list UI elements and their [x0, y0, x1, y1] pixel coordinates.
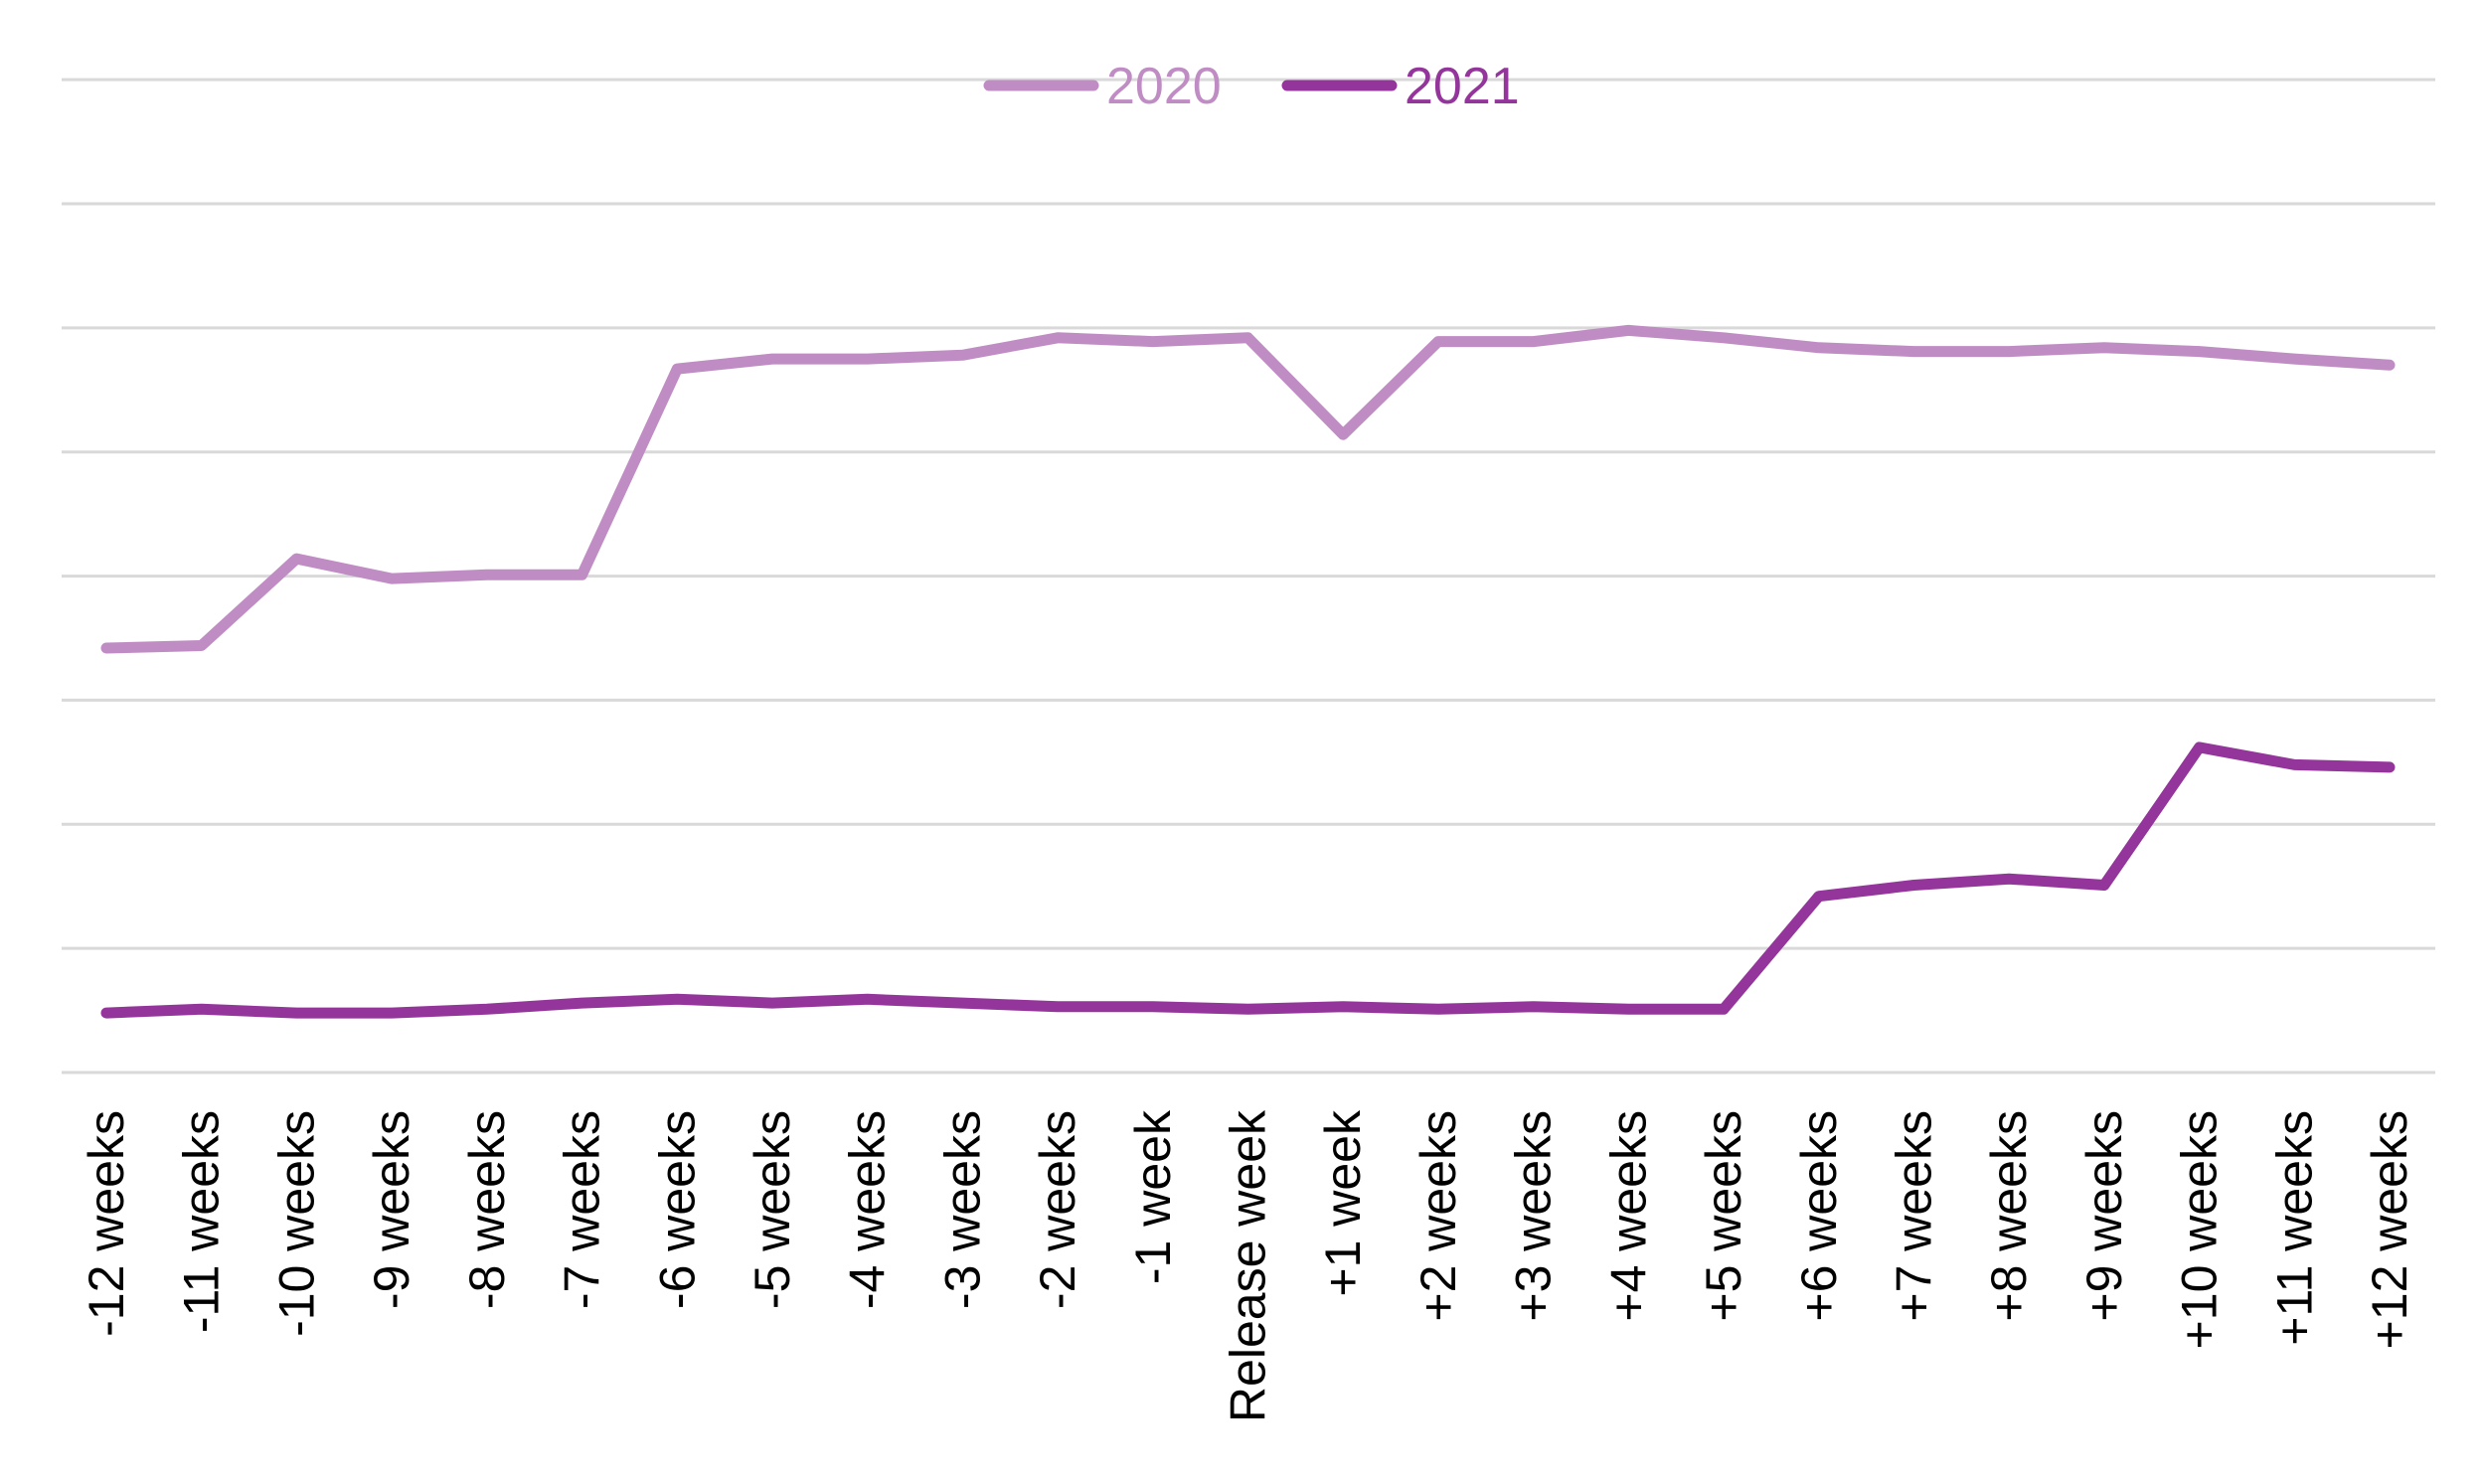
x-tick-label: +2 weeks: [1410, 1110, 1466, 1322]
legend-label-2020: 2020: [1106, 58, 1222, 115]
x-tick-label: -7 weeks: [555, 1110, 610, 1309]
x-axis-tick-labels: -12 weeks -11 weeks -10 weeks -9 weeks -8 we…: [79, 1109, 2417, 1422]
x-tick-label: -11 weeks: [174, 1110, 230, 1333]
x-tick-label: +6 weeks: [1791, 1110, 1847, 1322]
x-tick-label: +5 weeks: [1696, 1110, 1751, 1322]
x-tick-label: +1 week: [1315, 1109, 1371, 1297]
x-tick-label: Release week: [1221, 1109, 1276, 1422]
x-tick-label: +9 weeks: [2076, 1110, 2132, 1322]
x-tick-label: -1 week: [1125, 1109, 1181, 1284]
x-tick-label: -8 weeks: [459, 1110, 515, 1309]
x-tick-label: +8 weeks: [1981, 1110, 2037, 1322]
x-tick-label: -5 weeks: [745, 1110, 800, 1309]
x-tick-label: -10 weeks: [268, 1110, 324, 1337]
x-tick-label: +7 weeks: [1886, 1110, 1941, 1322]
x-tick-label: +3 weeks: [1506, 1110, 1562, 1322]
series-line-2020: [100, 324, 2396, 654]
series-lines: [100, 324, 2396, 1019]
x-tick-label: +10 weeks: [2172, 1110, 2228, 1349]
x-tick-label: -6 weeks: [649, 1110, 705, 1309]
x-tick-label: -4 weeks: [840, 1110, 896, 1309]
x-tick-label: +12 weeks: [2362, 1110, 2417, 1349]
legend-label-2021: 2021: [1405, 58, 1520, 115]
x-tick-label: +11 weeks: [2266, 1110, 2322, 1346]
x-tick-label: +4 weeks: [1600, 1110, 1656, 1322]
x-tick-label: -2 weeks: [1030, 1110, 1085, 1309]
x-tick-label: -12 weeks: [79, 1110, 134, 1337]
legend: 2020 2021: [983, 58, 1520, 115]
series-line-2021: [100, 742, 2396, 1019]
x-tick-label: -9 weeks: [364, 1110, 419, 1309]
x-tick-label: -3 weeks: [934, 1110, 990, 1309]
